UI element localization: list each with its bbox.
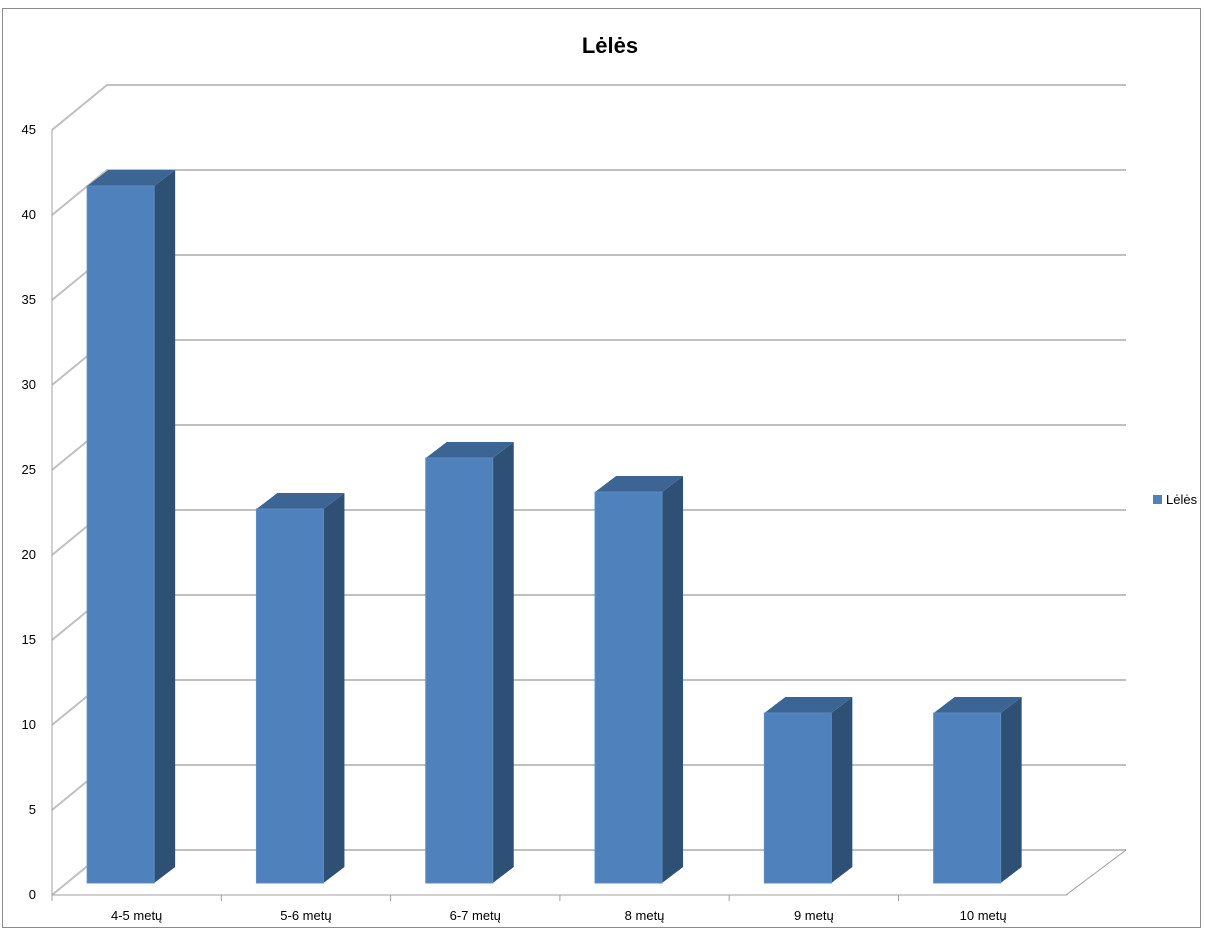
y-axis-tick-labels: 0 5 10 15 20 25 30 35 40 45 <box>22 122 36 902</box>
bar-front <box>594 491 663 884</box>
bar-side <box>831 697 853 883</box>
y-tick-label: 0 <box>29 887 36 902</box>
bar-front <box>933 712 1002 884</box>
x-tick-label: 4-5 metų <box>111 908 162 923</box>
y-tick-label: 25 <box>22 462 36 477</box>
x-tick-label: 9 metų <box>794 908 834 923</box>
legend-swatch <box>1153 495 1162 504</box>
bar-top <box>87 170 176 186</box>
bars <box>86 170 1022 884</box>
bar <box>594 476 684 884</box>
bar-top <box>764 697 853 713</box>
x-tick-label: 10 metų <box>960 908 1007 923</box>
legend-label: Lėlės <box>1166 492 1198 507</box>
gridline <box>51 339 1126 386</box>
bar-front <box>255 508 324 884</box>
gridline <box>51 254 1126 301</box>
bar <box>933 697 1022 884</box>
gridline <box>51 424 1126 471</box>
y-tick-label: 15 <box>22 632 36 647</box>
y-tick-label: 5 <box>29 802 36 817</box>
y-tick-label: 40 <box>22 207 36 222</box>
gridline <box>51 84 1126 131</box>
y-tick-label: 35 <box>22 292 36 307</box>
legend: Lėlės <box>1153 492 1198 507</box>
bar <box>425 442 514 884</box>
bar-side <box>323 493 345 883</box>
bar <box>763 697 853 884</box>
bar-top <box>595 476 684 492</box>
bar-front <box>425 457 494 884</box>
bar-side <box>154 170 176 883</box>
bar <box>86 170 176 884</box>
bar-side <box>662 476 684 883</box>
floor-edge <box>1065 849 1127 896</box>
bar-front <box>763 712 832 884</box>
gridline <box>51 594 1126 641</box>
y-tick-label: 45 <box>22 122 36 137</box>
chart-title: Lėlės <box>582 33 638 58</box>
gridline <box>51 509 1126 556</box>
bar-front <box>86 185 155 884</box>
bar-side <box>492 442 514 883</box>
bar-side <box>1000 697 1022 883</box>
bar <box>255 493 345 884</box>
bar-top <box>933 697 1022 713</box>
bar-top <box>256 493 345 509</box>
gridline <box>51 169 1126 216</box>
x-axis-tick-labels: 4-5 metų 5-6 metų 6-7 metų 8 metų 9 metų 10 m… <box>111 908 1007 923</box>
y-tick-label: 30 <box>22 377 36 392</box>
bar-top <box>425 442 514 458</box>
x-tick-label: 5-6 metų <box>280 908 331 923</box>
x-tick-label: 8 metų <box>625 908 665 923</box>
axes <box>51 130 1127 901</box>
y-tick-label: 10 <box>22 717 36 732</box>
x-tick-label: 6-7 metų <box>450 908 501 923</box>
y-tick-label: 20 <box>22 547 36 562</box>
